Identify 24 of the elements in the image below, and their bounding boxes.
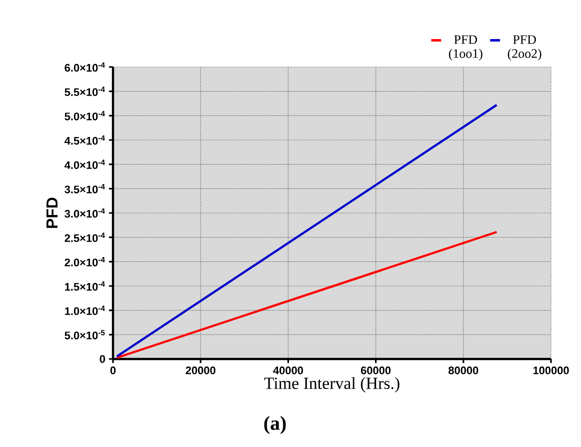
x-tick-label: 60000 bbox=[360, 366, 391, 374]
y-tick-label: 5.0×10$^{-5}$ bbox=[64, 330, 105, 340]
y-tick-label: 3.5×10$^{-4}$ bbox=[64, 184, 105, 194]
x-tick-label: 80000 bbox=[448, 366, 478, 374]
text: (a) bbox=[264, 416, 286, 434]
y-tick-label: 1.5×10$^{-4}$ bbox=[65, 281, 105, 291]
y-tick-label: 5.0×10$^{-4}$ bbox=[64, 110, 105, 120]
y-tick-label: 2.5×10$^{-4}$ bbox=[64, 232, 105, 242]
y-tick-label: 1.0×10$^{-4}$ bbox=[65, 306, 105, 316]
y-tick-label: 3.0×10$^{-4}$ bbox=[64, 208, 105, 218]
y-tick-label: 5.5×10$^{-4}$ bbox=[64, 86, 105, 96]
legend-label: PFD (1oo1) bbox=[448, 35, 482, 61]
x-tick-label: 20000 bbox=[186, 366, 216, 374]
y-axis-title: PFD bbox=[46, 198, 58, 228]
legend-label: PFD (2oo2) bbox=[508, 35, 542, 61]
y-tick-label: 0 bbox=[100, 355, 106, 363]
y-tick-label: 4.0×10$^{-4}$ bbox=[64, 160, 105, 170]
x-axis-title: Time Interval (Hrs.) bbox=[264, 377, 400, 392]
x-tick-label: 100000 bbox=[533, 366, 569, 374]
x-tick-label: 0 bbox=[110, 366, 116, 374]
y-tick-label: 2.0×10$^{-4}$ bbox=[64, 256, 105, 266]
x-tick-label: 40000 bbox=[273, 366, 303, 374]
y-tick-label: 6.0×10$^{-4}$ bbox=[64, 62, 105, 72]
y-tick-label: 4.5×10$^{-4}$ bbox=[64, 135, 105, 145]
